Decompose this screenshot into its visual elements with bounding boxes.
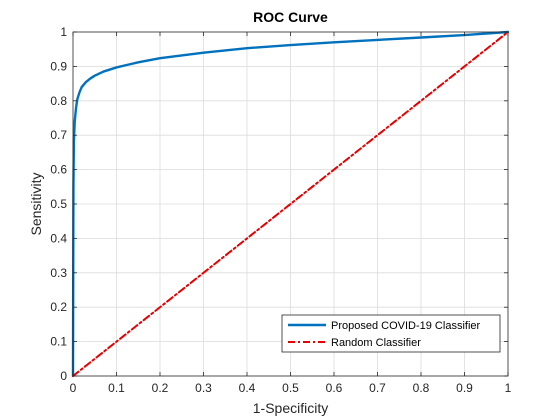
- x-tick-label: 0.7: [369, 381, 386, 395]
- y-tick-label: 1: [60, 25, 67, 39]
- x-tick-label: 0.8: [413, 381, 430, 395]
- legend: Proposed COVID-19 Classifier Random Clas…: [281, 314, 501, 353]
- ticks: 0 0.1 0.2 0.3 0.4 0.5 0.6 0.7 0.8 0.9 1 0 0.1 0.2 0.3 0…: [50, 25, 511, 395]
- y-tick-label: 0.9: [50, 59, 67, 73]
- y-axis-title: Sensitivity: [28, 172, 44, 235]
- chart-title: ROC Curve: [253, 9, 328, 25]
- x-tick-label: 1: [505, 381, 512, 395]
- y-tick-label: 0.1: [50, 335, 67, 349]
- x-tick-label: 0.3: [195, 381, 212, 395]
- y-tick-label: 0.7: [50, 128, 67, 142]
- x-tick-label: 0.9: [456, 381, 473, 395]
- x-tick-label: 0.6: [326, 381, 343, 395]
- y-tick-label: 0.2: [50, 300, 67, 314]
- x-tick-label: 0.2: [152, 381, 169, 395]
- legend-label-proposed: Proposed COVID-19 Classifier: [331, 320, 481, 332]
- y-tick-label: 0: [60, 369, 67, 383]
- x-tick-label: 0.1: [108, 381, 125, 395]
- proposed-classifier-line: [71, 30, 510, 378]
- legend-box: [281, 314, 501, 353]
- y-tick-label: 0.5: [50, 197, 67, 211]
- x-tick-label: 0.4: [239, 381, 256, 395]
- y-tick-label: 0.6: [50, 163, 67, 177]
- x-axis-title: 1-Specificity: [253, 400, 328, 416]
- y-tick-label: 0.4: [50, 231, 67, 245]
- x-tick-label: 0.5: [282, 381, 299, 395]
- legend-label-random: Random Classifier: [331, 337, 421, 349]
- x-tick-label: 0: [70, 381, 77, 395]
- y-tick-label: 0.8: [50, 94, 67, 108]
- y-tick-label: 0.3: [50, 266, 67, 280]
- series-layer: [71, 30, 510, 378]
- random-classifier-line: [72, 31, 509, 377]
